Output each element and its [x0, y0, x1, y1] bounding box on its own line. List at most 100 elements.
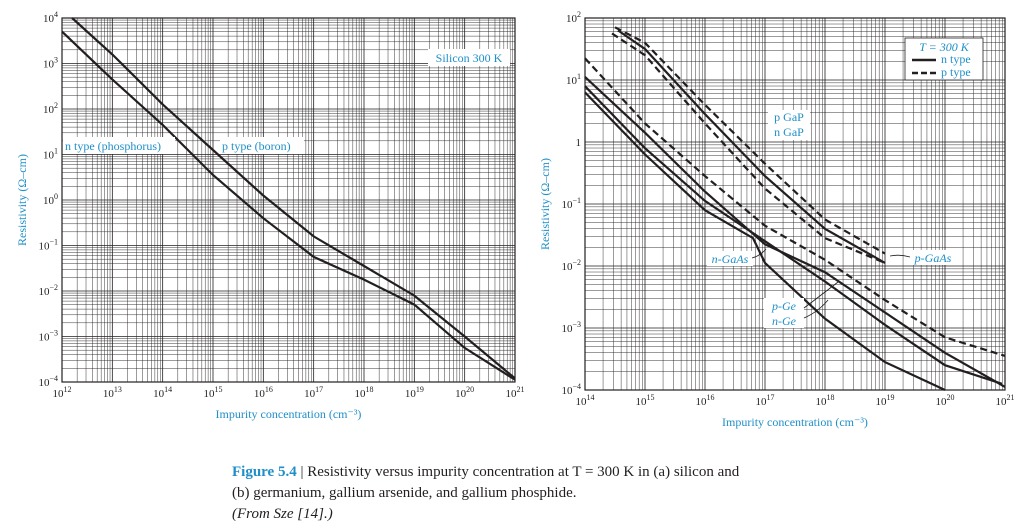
x-tick-label: 1019 [876, 393, 895, 408]
y-tick-label-base: 10 [561, 385, 573, 397]
y-tick-label-base: 10 [43, 59, 55, 71]
x-tick-label-exp: 20 [466, 385, 474, 394]
leader-n-ge [803, 299, 829, 319]
series-line-p-ge [584, 76, 1006, 388]
y-tick-label-exp: −2 [572, 258, 581, 267]
x-tick-label-base: 10 [355, 388, 367, 400]
x-tick-label-base: 10 [53, 388, 65, 400]
y-tick-label: 103 [43, 56, 58, 71]
label-p-gap: p GaP [774, 110, 804, 124]
x-tick-label-exp: 20 [947, 393, 955, 402]
x-tick-label-exp: 17 [315, 385, 323, 394]
caption-line-2: (b) germanium, gallium arsenide, and gal… [232, 485, 577, 501]
label-bg-gap [768, 110, 810, 140]
y-tick-label-base: 1 [576, 137, 582, 149]
y-tick-label: 10−3 [38, 329, 58, 344]
y-tick-label-base: 10 [561, 261, 573, 273]
y-tick-label-exp: −3 [572, 320, 581, 329]
x-tick-label-base: 10 [936, 396, 948, 408]
legend-label-p-type: p type [941, 65, 971, 79]
x-tick-label: 1021 [506, 385, 525, 400]
y-tick-label-base: 10 [38, 377, 50, 389]
plot-frame [584, 17, 1006, 391]
y-tick-label-base: 10 [43, 195, 55, 207]
y-tick-label-exp: 1 [577, 72, 581, 81]
x-tick-label-base: 10 [506, 388, 518, 400]
x-tick-label: 1012 [53, 385, 72, 400]
chart-a: 1012 1013 1014 1015 1016 1017 1018 1019 1020 1021… [15, 10, 525, 421]
y-tick-label-base: 10 [561, 323, 573, 335]
x-tick-label-base: 10 [304, 388, 316, 400]
label-n-gaas: n-GaAs [712, 252, 749, 266]
y-tick-label-base: 10 [43, 150, 55, 162]
plot-frame [61, 17, 516, 383]
x-tick-label-base: 10 [455, 388, 467, 400]
y-tick-label-exp: 2 [577, 10, 581, 19]
label-p-type-boron: p type (boron) [222, 139, 291, 153]
x-tick-label-exp: 19 [887, 393, 895, 402]
x-tick-label-base: 10 [756, 396, 768, 408]
y-tick-label-base: 10 [38, 241, 50, 253]
x-tick-label-base: 10 [254, 388, 266, 400]
x-tick-label: 1017 [304, 385, 323, 400]
label-bg-n [63, 137, 175, 154]
y-tick-label: 10−3 [561, 320, 581, 335]
legend-temperature: T = 300 K [919, 40, 970, 54]
y-tick-label-exp: 2 [54, 101, 58, 110]
series-line-p-gaas [584, 57, 1006, 357]
y-tick-label: 10−4 [561, 382, 581, 397]
y-tick-label: 10−2 [38, 283, 58, 298]
y-tick-label: 102 [43, 101, 58, 116]
y-tick-label-base: 10 [566, 75, 578, 87]
x-tick-label-exp: 18 [366, 385, 374, 394]
label-bg-ngaas [707, 251, 753, 266]
label-p-gaas: p-GaAs [914, 251, 952, 265]
y-tick-label-base: 10 [43, 104, 55, 116]
y-tick-label: 101 [566, 72, 581, 87]
x-tick-label-exp: 15 [215, 385, 223, 394]
label-bg-silicon [428, 49, 510, 66]
x-tick-label: 1015 [636, 393, 655, 408]
series-line-p-gap [614, 26, 886, 255]
x-tick-label: 1020 [936, 393, 955, 408]
label-silicon-300k: Silicon 300 K [436, 51, 503, 65]
x-tick-label: 1018 [816, 393, 835, 408]
label-bg-ge [764, 298, 804, 328]
x-tick-label-exp: 17 [767, 393, 775, 402]
x-tick-label: 1017 [756, 393, 775, 408]
y-tick-label-exp: −3 [49, 329, 58, 338]
leader-n-gaas [751, 248, 767, 259]
y-tick-label: 104 [43, 10, 58, 25]
chart-b: 1014 1015 1016 1017 1018 1019 1020 102110210111… [538, 10, 1015, 429]
series-line-n-type-phosphorus- [61, 30, 516, 381]
x-tick-label-exp: 14 [164, 385, 172, 394]
y-axis-label: Resistivity (Ω–cm) [15, 154, 29, 246]
caption-source: (From Sze [14].) [232, 506, 333, 522]
x-tick-label-base: 10 [204, 388, 216, 400]
x-tick-label-exp: 16 [707, 393, 715, 402]
series-line-n-gaas [584, 85, 1003, 385]
figure-caption: Figure 5.4 | Resistivity versus impurity… [232, 462, 932, 525]
label-p-ge: p-Ge [771, 299, 797, 313]
x-axis-label: Impurity concentration (cm⁻³) [216, 407, 362, 421]
x-tick-label: 1014 [576, 393, 595, 408]
y-tick-label: 1 [576, 137, 582, 149]
y-tick-label-exp: 0 [54, 192, 58, 201]
label-n-gap: n GaP [774, 125, 804, 139]
figure-svg: 1012 1013 1014 1015 1016 1017 1018 1019 1020 1021… [15, 10, 1015, 429]
y-tick-label-base: 10 [43, 13, 55, 25]
x-tick-label: 1015 [204, 385, 223, 400]
x-tick-label-exp: 13 [114, 385, 122, 394]
caption-separator: | [296, 464, 308, 480]
y-tick-label-exp: −1 [572, 196, 581, 205]
leader-p-gaas [889, 254, 911, 258]
x-tick-label-exp: 21 [1007, 393, 1015, 402]
y-tick-label-exp: −1 [49, 238, 58, 247]
y-tick-label: 10−1 [561, 196, 581, 211]
x-tick-label: 1018 [355, 385, 374, 400]
x-axis-label: Impurity concentration (cm⁻³) [722, 415, 868, 429]
x-tick-label: 1021 [996, 393, 1015, 408]
y-tick-label: 10−2 [561, 258, 581, 273]
x-tick-label-exp: 19 [416, 385, 424, 394]
y-tick-label-exp: −2 [49, 283, 58, 292]
